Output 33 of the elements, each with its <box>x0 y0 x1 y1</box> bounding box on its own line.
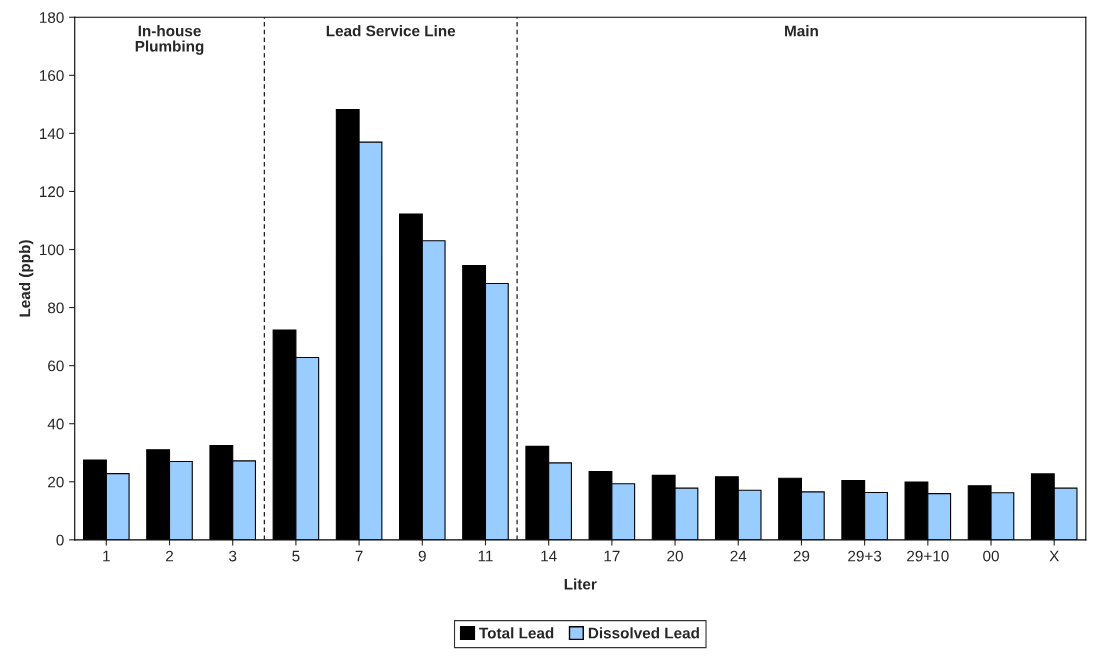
x-tick-label: 00 <box>983 550 999 562</box>
x-tick-label: 2 <box>166 550 173 562</box>
x-tick-label: 17 <box>604 550 620 562</box>
x-tick-label: 1 <box>103 550 110 562</box>
x-tick-label: 20 <box>667 550 683 562</box>
y-tick-label: 0 <box>56 534 64 546</box>
x-tick-label: 29+3 <box>848 550 882 562</box>
y-tick-label: 20 <box>48 476 64 488</box>
legend-label: Dissolved Lead <box>588 627 699 639</box>
x-tick-label: 11 <box>478 550 493 562</box>
y-tick-label: 160 <box>39 70 64 82</box>
x-tick-label: 9 <box>418 550 426 562</box>
y-tick-label: 80 <box>47 302 64 314</box>
x-tick-label: 29 <box>793 550 810 562</box>
y-tick-label: 120 <box>39 186 64 198</box>
y-axis-title: Lead (ppb) <box>19 240 34 317</box>
y-tick-label: 40 <box>47 418 64 430</box>
y-tick-label: 140 <box>39 128 64 140</box>
x-tick-label: 7 <box>355 550 363 562</box>
x-tick-label: 29+10 <box>907 550 949 562</box>
y-tick-label: 100 <box>39 244 64 256</box>
x-tick-label: 14 <box>541 550 557 562</box>
annotation: Main <box>785 25 818 37</box>
x-axis-title: Liter <box>564 578 597 590</box>
x-tick-label: 5 <box>292 550 300 562</box>
x-tick-label: 24 <box>730 550 747 562</box>
y-tick-label: 180 <box>39 12 64 23</box>
annotation: In-house Plumbing <box>135 25 204 55</box>
annotation: Lead Service Line <box>326 25 456 37</box>
legend-label: Total Lead <box>479 627 554 639</box>
x-tick-label: X <box>1049 550 1059 562</box>
x-tick-label: 3 <box>229 550 237 562</box>
y-tick-label: 60 <box>48 360 64 372</box>
